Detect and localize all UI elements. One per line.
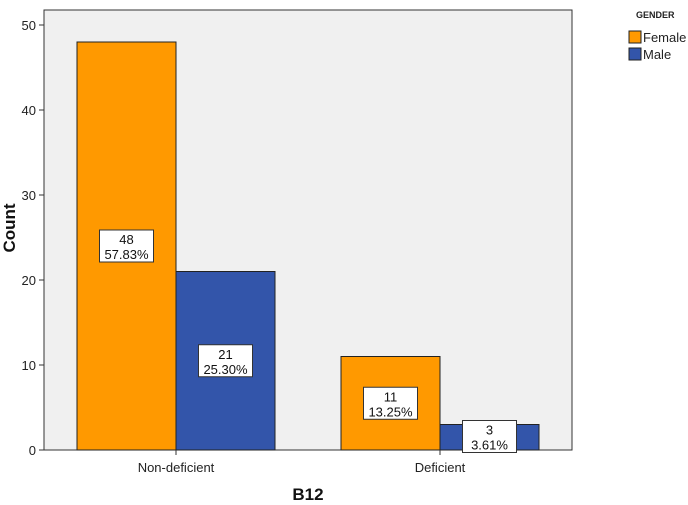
y-tick-label: 30 bbox=[22, 188, 36, 203]
legend-label: Female bbox=[643, 30, 686, 45]
data-label-box bbox=[198, 344, 253, 378]
legend: GENDER Female Male bbox=[628, 10, 686, 62]
y-tick-label: 10 bbox=[22, 358, 36, 373]
legend-swatch bbox=[628, 47, 642, 61]
data-label-box bbox=[363, 386, 418, 420]
legend-label: Male bbox=[643, 47, 671, 62]
x-tick-label: Non-deficient bbox=[138, 460, 215, 475]
y-axis-title: Count bbox=[0, 203, 19, 252]
data-label-percent: 25.30% bbox=[203, 362, 248, 377]
data-label-count: 48 bbox=[119, 232, 133, 247]
data-label-box bbox=[99, 229, 154, 263]
x-tick-label: Deficient bbox=[415, 460, 466, 475]
data-label-percent: 3.61% bbox=[471, 438, 508, 453]
data-label-count: 3 bbox=[486, 423, 493, 438]
y-tick-label: 50 bbox=[22, 18, 36, 33]
legend-swatch bbox=[628, 30, 642, 44]
legend-title: GENDER bbox=[636, 10, 675, 20]
data-label-percent: 57.83% bbox=[104, 247, 149, 262]
y-tick-label: 20 bbox=[22, 273, 36, 288]
data-label-box bbox=[462, 420, 517, 453]
y-tick-label: 0 bbox=[29, 443, 36, 458]
data-label-count: 21 bbox=[218, 347, 232, 362]
y-tick-label: 40 bbox=[22, 103, 36, 118]
x-axis-title: B12 bbox=[292, 485, 323, 504]
data-label-count: 11 bbox=[384, 389, 398, 404]
data-label-percent: 13.25% bbox=[368, 404, 413, 419]
